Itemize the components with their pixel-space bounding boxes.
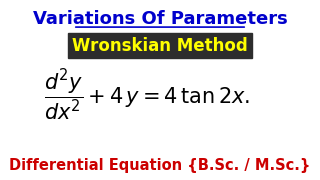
Text: Wronskian Method: Wronskian Method xyxy=(72,37,248,55)
Text: Variations Of Parameters: Variations Of Parameters xyxy=(33,10,287,28)
Text: Differential Equation {B.Sc. / M.Sc.}: Differential Equation {B.Sc. / M.Sc.} xyxy=(9,158,311,173)
Text: $\dfrac{d^2y}{dx^2} + 4\,y = 4\,\tan 2x.$: $\dfrac{d^2y}{dx^2} + 4\,y = 4\,\tan 2x.… xyxy=(44,68,250,123)
